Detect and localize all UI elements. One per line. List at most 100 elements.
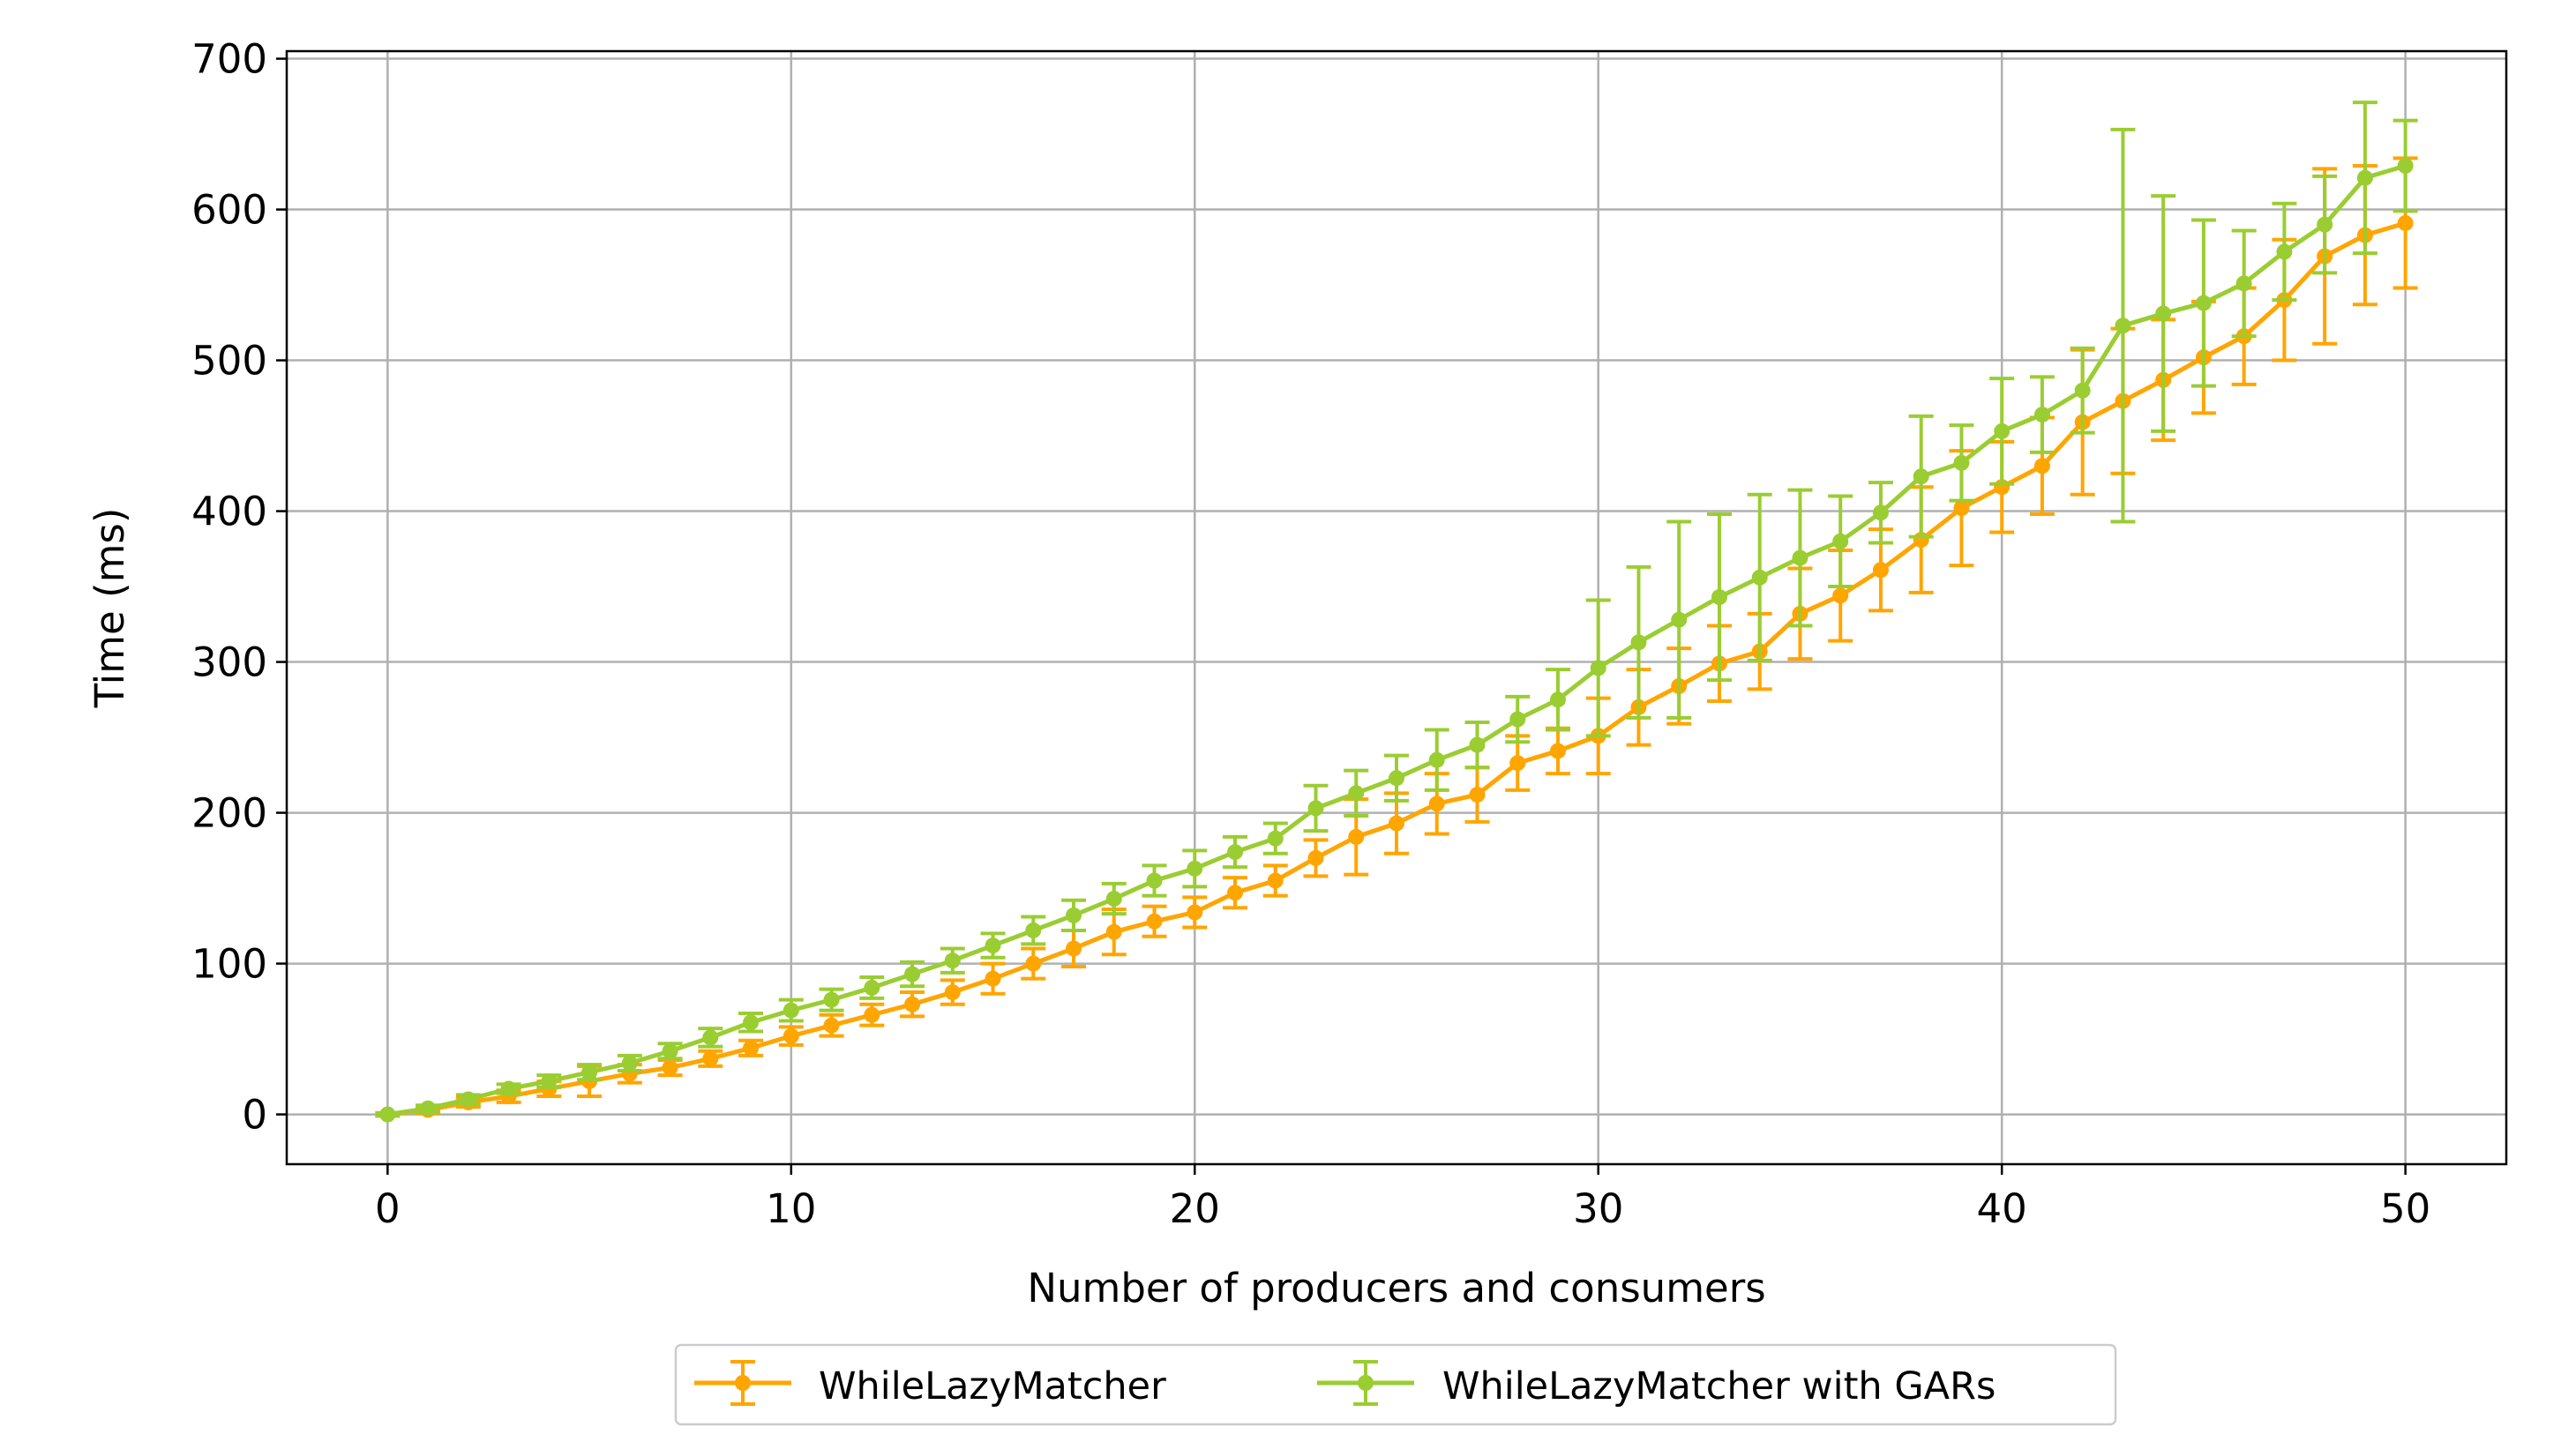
data-point — [1389, 815, 1404, 832]
data-point — [2397, 214, 2414, 231]
data-point — [864, 979, 880, 996]
data-point — [743, 1040, 760, 1057]
data-point — [1872, 562, 1889, 579]
data-point — [702, 1050, 719, 1067]
y-tick-label: 400 — [191, 489, 267, 535]
x-tick-label: 30 — [1573, 1185, 1623, 1232]
data-point — [541, 1072, 558, 1089]
data-point — [904, 966, 921, 983]
data-point — [1630, 634, 1647, 651]
data-point — [1509, 711, 1526, 728]
x-tick-label: 50 — [2380, 1185, 2430, 1232]
data-point — [783, 1002, 799, 1019]
data-point — [1146, 913, 1163, 930]
data-point — [1590, 660, 1606, 676]
data-point — [1146, 872, 1163, 889]
data-point — [1428, 796, 1445, 812]
data-point — [2235, 275, 2252, 292]
data-point — [420, 1100, 437, 1117]
data-point — [1994, 422, 2011, 439]
y-tick-label: 200 — [191, 790, 267, 837]
data-point — [944, 984, 961, 1001]
data-point — [1348, 785, 1365, 802]
data-point — [823, 991, 840, 1008]
data-point — [1066, 907, 1082, 923]
x-tick-label: 20 — [1170, 1185, 1220, 1232]
data-point — [2115, 318, 2131, 334]
y-tick-label: 0 — [242, 1092, 267, 1139]
y-tick-label: 700 — [191, 36, 267, 83]
data-point — [2074, 382, 2091, 399]
series-group — [375, 101, 2418, 1123]
data-point — [1832, 587, 1849, 604]
data-point — [1307, 800, 1324, 817]
data-point — [581, 1064, 598, 1080]
data-point — [1187, 860, 1203, 877]
data-point — [1025, 922, 1042, 938]
y-axis-label: Time (ms) — [86, 508, 133, 709]
x-tick-label: 10 — [766, 1185, 816, 1232]
legend-label-whilelazymatcher: WhileLazyMatcher — [819, 1364, 1166, 1408]
data-point — [500, 1080, 517, 1097]
data-point — [1267, 830, 1284, 847]
data-point — [985, 970, 1001, 987]
data-point — [1711, 589, 1727, 606]
data-point — [2317, 216, 2333, 233]
x-axis-label: Number of producers and consumers — [1027, 1265, 1765, 1311]
data-point — [1066, 940, 1082, 957]
y-tick-label: 100 — [191, 941, 267, 988]
data-point — [1428, 751, 1445, 768]
data-point — [1671, 611, 1688, 628]
data-point — [1187, 904, 1203, 921]
data-point — [662, 1042, 678, 1059]
data-point — [1105, 923, 1122, 940]
data-point — [944, 953, 961, 969]
data-point — [2276, 243, 2293, 260]
grid — [287, 51, 2506, 1164]
data-point — [1025, 955, 1042, 972]
data-point — [1267, 872, 1284, 889]
data-point — [1792, 549, 1808, 566]
legend-label-whilelazymatcher-with-gars: WhileLazyMatcher with GARs — [1442, 1364, 1996, 1408]
data-point — [2033, 407, 2050, 423]
x-tick-label: 40 — [1977, 1185, 2027, 1232]
data-point — [379, 1106, 396, 1123]
data-point — [702, 1029, 719, 1046]
data-point — [1227, 885, 1244, 901]
data-point — [1105, 891, 1122, 908]
data-point — [1953, 454, 1970, 471]
data-point — [985, 938, 1001, 954]
plot-frame — [285, 49, 2508, 1166]
data-point — [1549, 743, 1566, 759]
data-point — [1469, 736, 1486, 753]
data-point — [460, 1091, 476, 1108]
data-point — [2195, 295, 2212, 311]
x-tick-label: 0 — [375, 1185, 401, 1232]
legend-marker — [1358, 1375, 1374, 1391]
data-point — [1389, 770, 1404, 787]
data-point — [864, 1006, 880, 1023]
y-tick-label: 500 — [191, 338, 267, 385]
series-1 — [375, 101, 2418, 1123]
data-point — [2356, 169, 2373, 186]
data-point — [1953, 500, 1970, 517]
data-point — [662, 1059, 678, 1076]
data-point — [1348, 828, 1365, 845]
legend: WhileLazyMatcher WhileLazyMatcher with G… — [674, 1343, 2117, 1426]
data-point — [1307, 849, 1324, 866]
data-point — [2397, 157, 2414, 174]
data-point — [621, 1055, 638, 1072]
data-point — [1509, 755, 1526, 772]
data-point — [1469, 787, 1486, 803]
y-tick-label: 300 — [191, 639, 267, 686]
data-point — [2033, 458, 2050, 474]
data-point — [1832, 533, 1849, 549]
y-tick-label: 600 — [191, 187, 267, 234]
data-point — [823, 1017, 840, 1034]
data-point — [783, 1027, 799, 1044]
data-point — [1549, 691, 1566, 708]
data-point — [1227, 844, 1244, 861]
data-point — [1751, 569, 1768, 586]
